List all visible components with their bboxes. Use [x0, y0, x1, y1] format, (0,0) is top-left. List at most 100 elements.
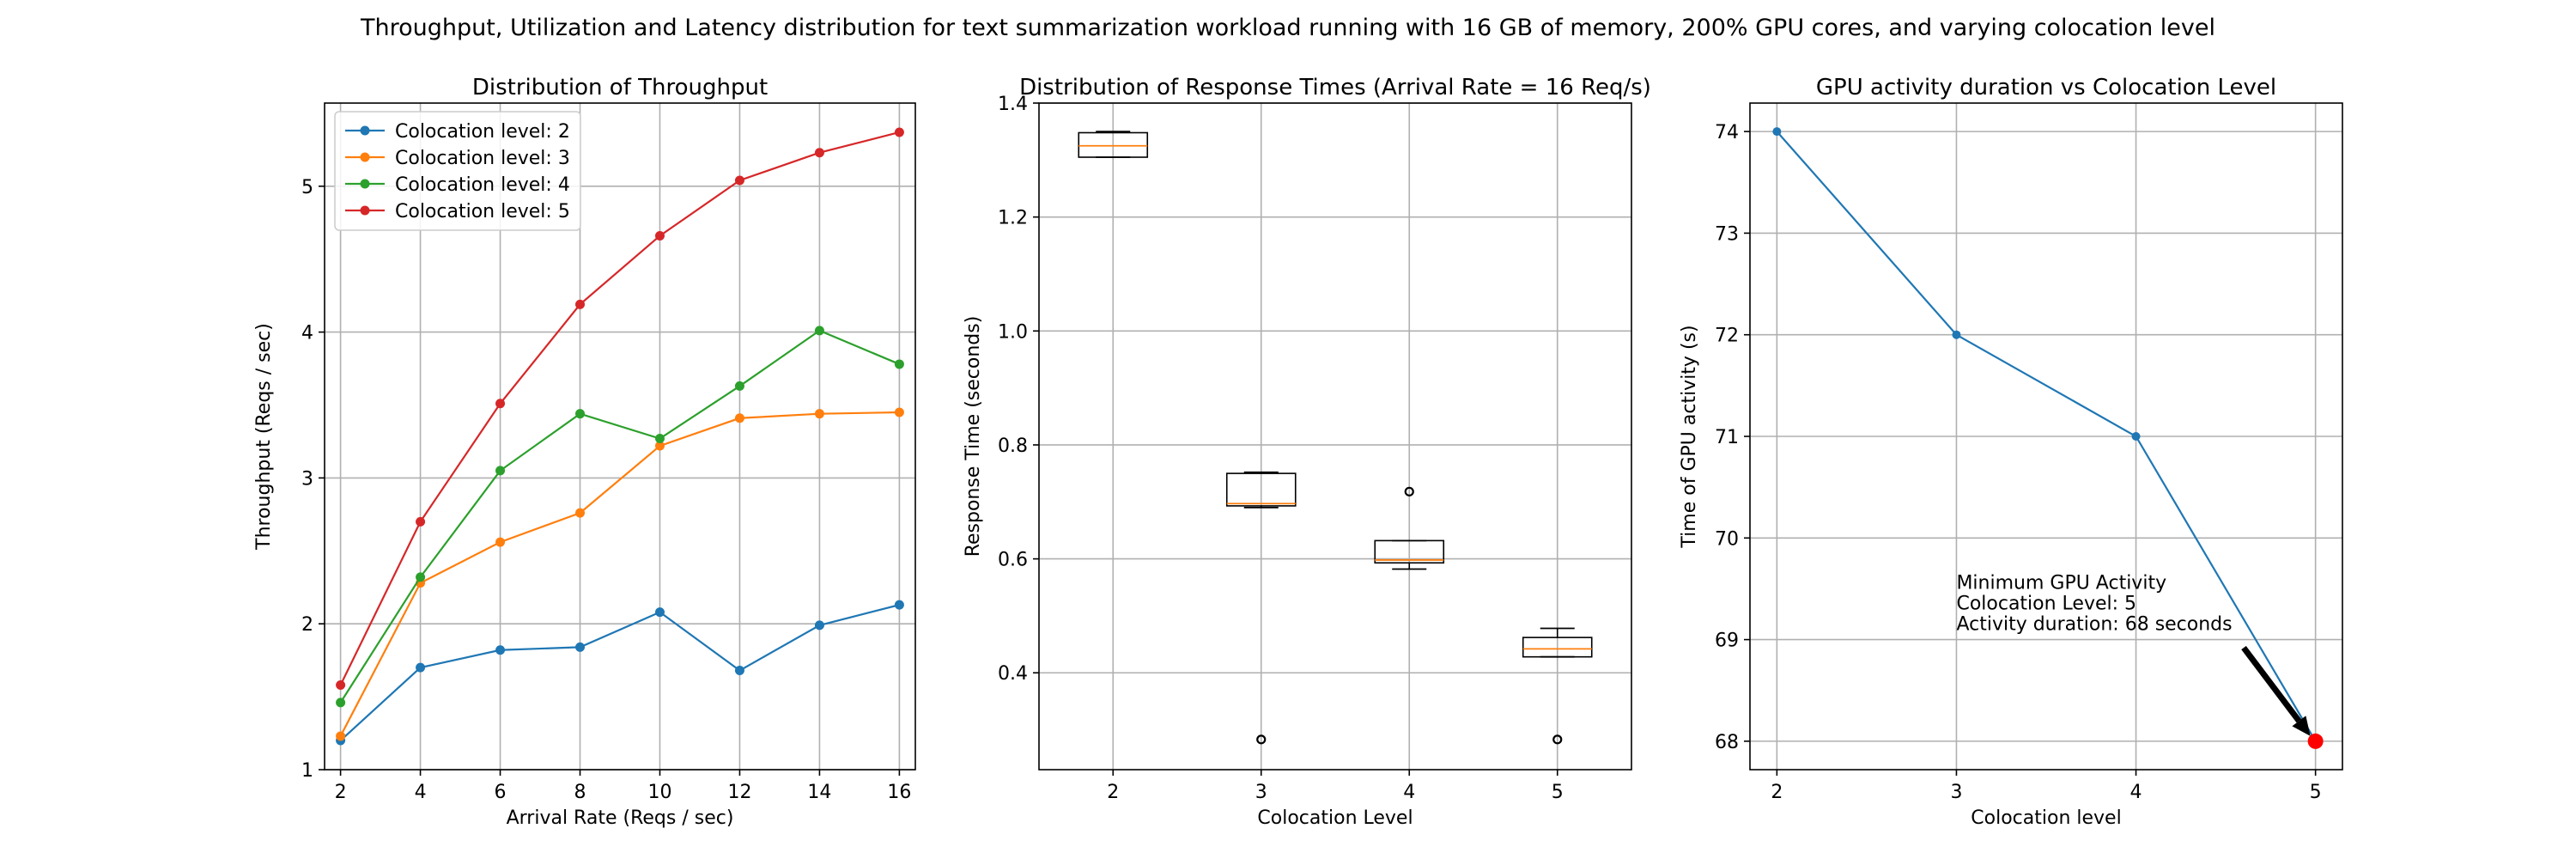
throughput-ytick-label: 5 — [301, 177, 313, 198]
response-box-2 — [1078, 131, 1149, 158]
response-iqr-box — [1374, 539, 1445, 564]
gpu-ylabel: Time of GPU activity (s) — [1679, 325, 1700, 548]
throughput-series-line — [339, 411, 900, 737]
response-ytick-label: 1.0 — [998, 321, 1028, 343]
response-xlabel: Colocation Level — [1257, 807, 1413, 829]
throughput-xtick-label: 6 — [495, 782, 507, 803]
throughput-series-line — [339, 604, 900, 741]
gpu-annotation-line: Minimum GPU Activity — [1956, 572, 2166, 594]
throughput-legend-marker — [360, 152, 370, 162]
throughput-point — [654, 434, 665, 444]
throughput-legend-label: Colocation level: 3 — [395, 148, 570, 169]
throughput-point — [894, 127, 904, 137]
throughput-legend: Colocation level: 2 Colocation level: 3 Co… — [334, 111, 581, 231]
gpu-point — [1772, 127, 1782, 137]
throughput-xlabel: Arrival Rate (Reqs / sec) — [507, 807, 734, 829]
throughput-point — [894, 407, 904, 417]
throughput-xtick-label: 8 — [574, 782, 586, 803]
throughput-point — [734, 381, 744, 391]
response-xtick-label: 2 — [1107, 782, 1119, 803]
gpu-series-line — [1776, 131, 2317, 742]
throughput-point — [575, 409, 586, 419]
response-outlier — [1552, 734, 1563, 745]
gpu-activity-chart: 2 3 4 5 68 69 70 71 72 73 74 GPU activity duration … — [1679, 75, 2343, 829]
throughput-legend-marker — [360, 179, 370, 189]
throughput-point — [654, 607, 665, 618]
gpu-ytick-label: 74 — [1715, 122, 1739, 143]
throughput-ylabel: Throughput (Reqs / sec) — [253, 323, 275, 551]
response-ytick-label: 1.2 — [998, 208, 1028, 229]
throughput-xtick-label: 2 — [335, 782, 347, 803]
gpu-xtick-label: 3 — [1950, 782, 1962, 803]
throughput-series-line — [339, 131, 900, 685]
gpu-ytick-label: 71 — [1715, 427, 1739, 448]
gpu-ytick-label: 72 — [1715, 326, 1739, 347]
response-title: Distribution of Response Times (Arrival … — [1019, 75, 1651, 101]
gpu-annotation-arrow-head — [2292, 716, 2311, 736]
throughput-xtick-label: 12 — [727, 782, 751, 803]
throughput-title: Distribution of Throughput — [472, 75, 768, 101]
response-outlier — [1256, 734, 1267, 745]
response-xtick-label: 5 — [1552, 782, 1564, 803]
gpu-xtick-label: 4 — [2130, 782, 2142, 803]
gpu-ytick-label: 68 — [1715, 732, 1739, 753]
response-ytick-label: 0.8 — [998, 436, 1028, 457]
gpu-point — [1952, 330, 1961, 339]
gpu-title: GPU activity duration vs Colocation Leve… — [1816, 75, 2276, 101]
gpu-point — [2131, 432, 2141, 441]
response-box-5 — [1522, 627, 1593, 745]
gpu-xtick-label: 2 — [1771, 782, 1783, 803]
throughput-xtick-label: 16 — [887, 782, 911, 803]
throughput-point — [336, 731, 346, 741]
throughput-frame — [324, 102, 916, 771]
throughput-point — [814, 326, 824, 336]
throughput-point — [654, 441, 665, 451]
throughput-point — [495, 399, 506, 409]
response-xtick-label: 4 — [1403, 782, 1415, 803]
throughput-point — [416, 516, 426, 527]
response-ylabel: Response Time (seconds) — [963, 316, 984, 557]
throughput-point — [734, 175, 744, 186]
response-ytick-label: 0.6 — [998, 550, 1028, 571]
response-xtick-label: 3 — [1255, 782, 1267, 803]
throughput-point — [814, 409, 824, 419]
response-ytick-label: 0.4 — [998, 663, 1028, 685]
figure-suptitle: Throughput, Utilization and Latency dist… — [360, 15, 2215, 41]
throughput-ytick-label: 2 — [301, 614, 313, 636]
throughput-legend-marker — [360, 205, 370, 216]
gpu-annotation-line: Activity duration: 68 seconds — [1956, 613, 2232, 635]
throughput-point — [575, 642, 586, 652]
gpu-ytick-label: 70 — [1715, 528, 1739, 550]
gpu-xlabel: Colocation level — [1971, 807, 2121, 829]
throughput-point — [495, 645, 506, 655]
response-iqr-box — [1522, 637, 1593, 658]
throughput-point — [814, 620, 824, 631]
throughput-xtick-label: 4 — [415, 782, 427, 803]
throughput-legend-label: Colocation level: 2 — [395, 121, 570, 143]
gpu-annotation-arrow-shaft — [2241, 645, 2302, 723]
gpu-minimum-marker — [2307, 733, 2324, 749]
throughput-point — [336, 680, 346, 691]
throughput-point — [495, 537, 506, 547]
throughput-legend-box — [334, 111, 581, 231]
throughput-ytick-label: 4 — [301, 323, 313, 344]
throughput-point — [654, 231, 665, 241]
response-ytick-label: 1.4 — [998, 94, 1028, 115]
throughput-point — [416, 572, 426, 582]
throughput-legend-label: Colocation level: 5 — [395, 201, 570, 222]
throughput-point — [894, 359, 904, 369]
throughput-ytick-label: 3 — [301, 468, 313, 490]
throughput-point — [894, 600, 904, 610]
throughput-point — [814, 148, 824, 158]
throughput-legend-marker — [360, 125, 370, 136]
throughput-point — [336, 698, 346, 708]
response-frame — [1038, 102, 1632, 771]
throughput-xtick-label: 14 — [807, 782, 831, 803]
response-box-4 — [1374, 486, 1445, 570]
throughput-point — [495, 466, 506, 476]
gpu-xtick-label: 5 — [2310, 782, 2322, 803]
response-box-3 — [1225, 471, 1297, 745]
